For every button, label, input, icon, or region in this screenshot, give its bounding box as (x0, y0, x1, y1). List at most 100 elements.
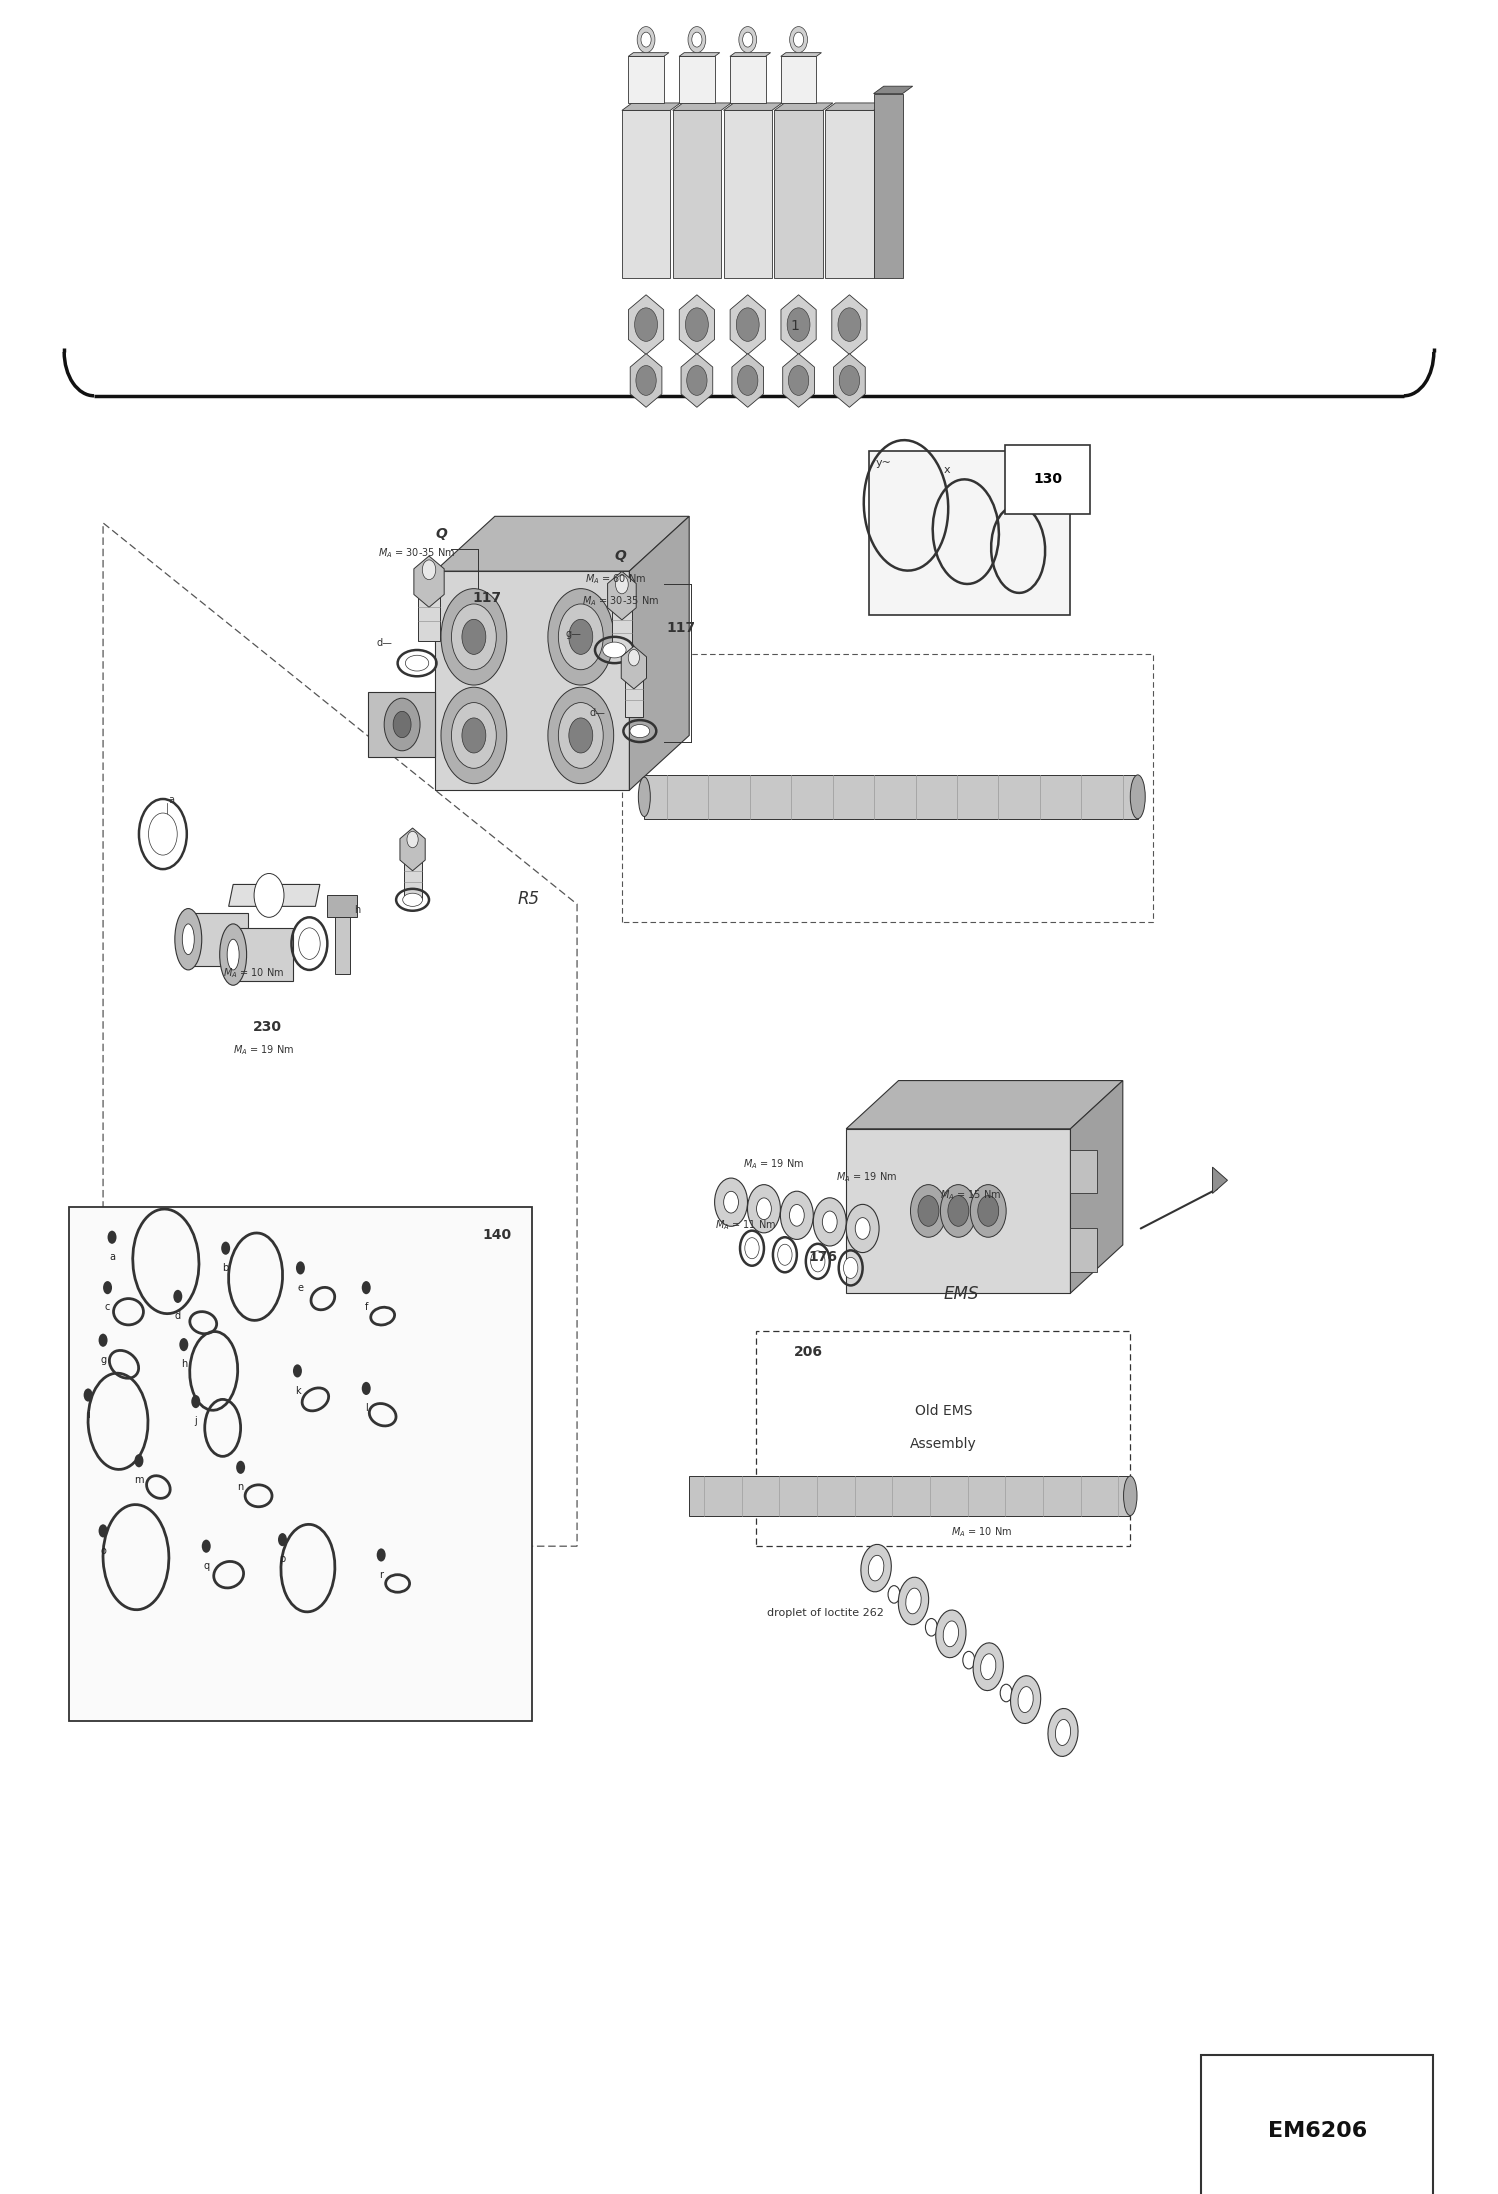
Text: m: m (135, 1474, 144, 1485)
Polygon shape (622, 103, 680, 110)
Polygon shape (689, 1477, 1131, 1516)
Polygon shape (724, 110, 771, 279)
Ellipse shape (777, 1244, 792, 1266)
Ellipse shape (631, 724, 650, 737)
Circle shape (641, 33, 652, 46)
Circle shape (748, 1185, 780, 1233)
Circle shape (461, 619, 485, 654)
Text: h: h (181, 1360, 187, 1369)
Circle shape (724, 1191, 739, 1213)
Ellipse shape (869, 1556, 884, 1582)
Text: y~: y~ (876, 459, 891, 467)
Circle shape (376, 1549, 385, 1562)
Text: R5: R5 (517, 891, 539, 908)
Polygon shape (833, 353, 866, 408)
Circle shape (978, 1196, 999, 1226)
Circle shape (361, 1281, 370, 1294)
Circle shape (294, 1365, 303, 1378)
Circle shape (737, 366, 758, 395)
Circle shape (794, 33, 803, 46)
Polygon shape (733, 353, 764, 408)
Polygon shape (403, 849, 421, 900)
Circle shape (255, 873, 285, 917)
Text: 140: 140 (482, 1229, 512, 1242)
Text: 230: 230 (253, 1020, 282, 1033)
Circle shape (451, 603, 496, 669)
Polygon shape (418, 581, 440, 641)
Ellipse shape (936, 1610, 966, 1659)
Polygon shape (846, 1082, 1124, 1128)
Polygon shape (229, 884, 321, 906)
Polygon shape (673, 103, 731, 110)
Text: Assembly: Assembly (909, 1437, 977, 1450)
Circle shape (135, 1455, 144, 1468)
Circle shape (628, 649, 640, 665)
Circle shape (392, 711, 410, 737)
Text: a: a (169, 796, 175, 805)
Text: droplet of loctite 262: droplet of loctite 262 (767, 1608, 884, 1619)
Text: $M_A$ = 10 Nm: $M_A$ = 10 Nm (951, 1525, 1013, 1538)
Ellipse shape (220, 924, 247, 985)
Circle shape (788, 366, 809, 395)
Ellipse shape (974, 1643, 1004, 1692)
Text: 130: 130 (1034, 472, 1062, 487)
Text: $M_A$ = 30-35 Nm: $M_A$ = 30-35 Nm (581, 595, 659, 608)
Circle shape (297, 1262, 306, 1275)
Circle shape (548, 588, 614, 685)
Polygon shape (69, 1207, 532, 1722)
Circle shape (715, 1178, 748, 1226)
Circle shape (846, 1205, 879, 1253)
Polygon shape (780, 53, 821, 57)
Circle shape (971, 1185, 1007, 1237)
Circle shape (222, 1242, 231, 1255)
Polygon shape (730, 57, 765, 103)
Circle shape (616, 575, 628, 595)
Circle shape (737, 307, 759, 342)
Ellipse shape (899, 1577, 929, 1626)
Polygon shape (780, 294, 816, 355)
Polygon shape (679, 57, 715, 103)
Text: h: h (354, 904, 361, 915)
Circle shape (918, 1196, 939, 1226)
Circle shape (839, 366, 860, 395)
Text: d—: d— (376, 638, 392, 647)
Text: 176: 176 (809, 1251, 837, 1264)
Ellipse shape (810, 1251, 825, 1273)
Polygon shape (434, 516, 689, 570)
Circle shape (548, 687, 614, 783)
Polygon shape (367, 691, 434, 757)
Circle shape (789, 26, 807, 53)
Text: $M_A$ = 11 Nm: $M_A$ = 11 Nm (715, 1218, 776, 1233)
Circle shape (569, 717, 593, 753)
Text: c: c (105, 1303, 111, 1312)
Text: EMS: EMS (944, 1286, 978, 1303)
Circle shape (202, 1540, 211, 1553)
Circle shape (686, 366, 707, 395)
Ellipse shape (148, 814, 177, 856)
Text: EM6206: EM6206 (1267, 2122, 1366, 2141)
Ellipse shape (183, 924, 195, 954)
Text: g: g (100, 1356, 106, 1365)
Polygon shape (825, 110, 873, 279)
Ellipse shape (406, 656, 428, 671)
Text: e: e (298, 1283, 304, 1292)
Circle shape (743, 33, 753, 46)
Ellipse shape (1056, 1720, 1071, 1746)
Circle shape (383, 698, 419, 750)
Text: n: n (238, 1481, 244, 1492)
Polygon shape (730, 294, 765, 355)
Polygon shape (1212, 1167, 1227, 1194)
Circle shape (422, 559, 436, 579)
Polygon shape (873, 86, 912, 94)
Circle shape (822, 1211, 837, 1233)
Text: $M_A$ = 19 Nm: $M_A$ = 19 Nm (836, 1169, 897, 1185)
Polygon shape (336, 917, 349, 974)
Text: $M_A$ = 19 Nm: $M_A$ = 19 Nm (743, 1156, 804, 1172)
Circle shape (686, 307, 709, 342)
Ellipse shape (906, 1588, 921, 1615)
Circle shape (174, 1290, 183, 1303)
Text: g—: g— (565, 630, 581, 638)
Ellipse shape (861, 1545, 891, 1593)
Polygon shape (846, 1128, 1071, 1292)
Polygon shape (682, 353, 713, 408)
